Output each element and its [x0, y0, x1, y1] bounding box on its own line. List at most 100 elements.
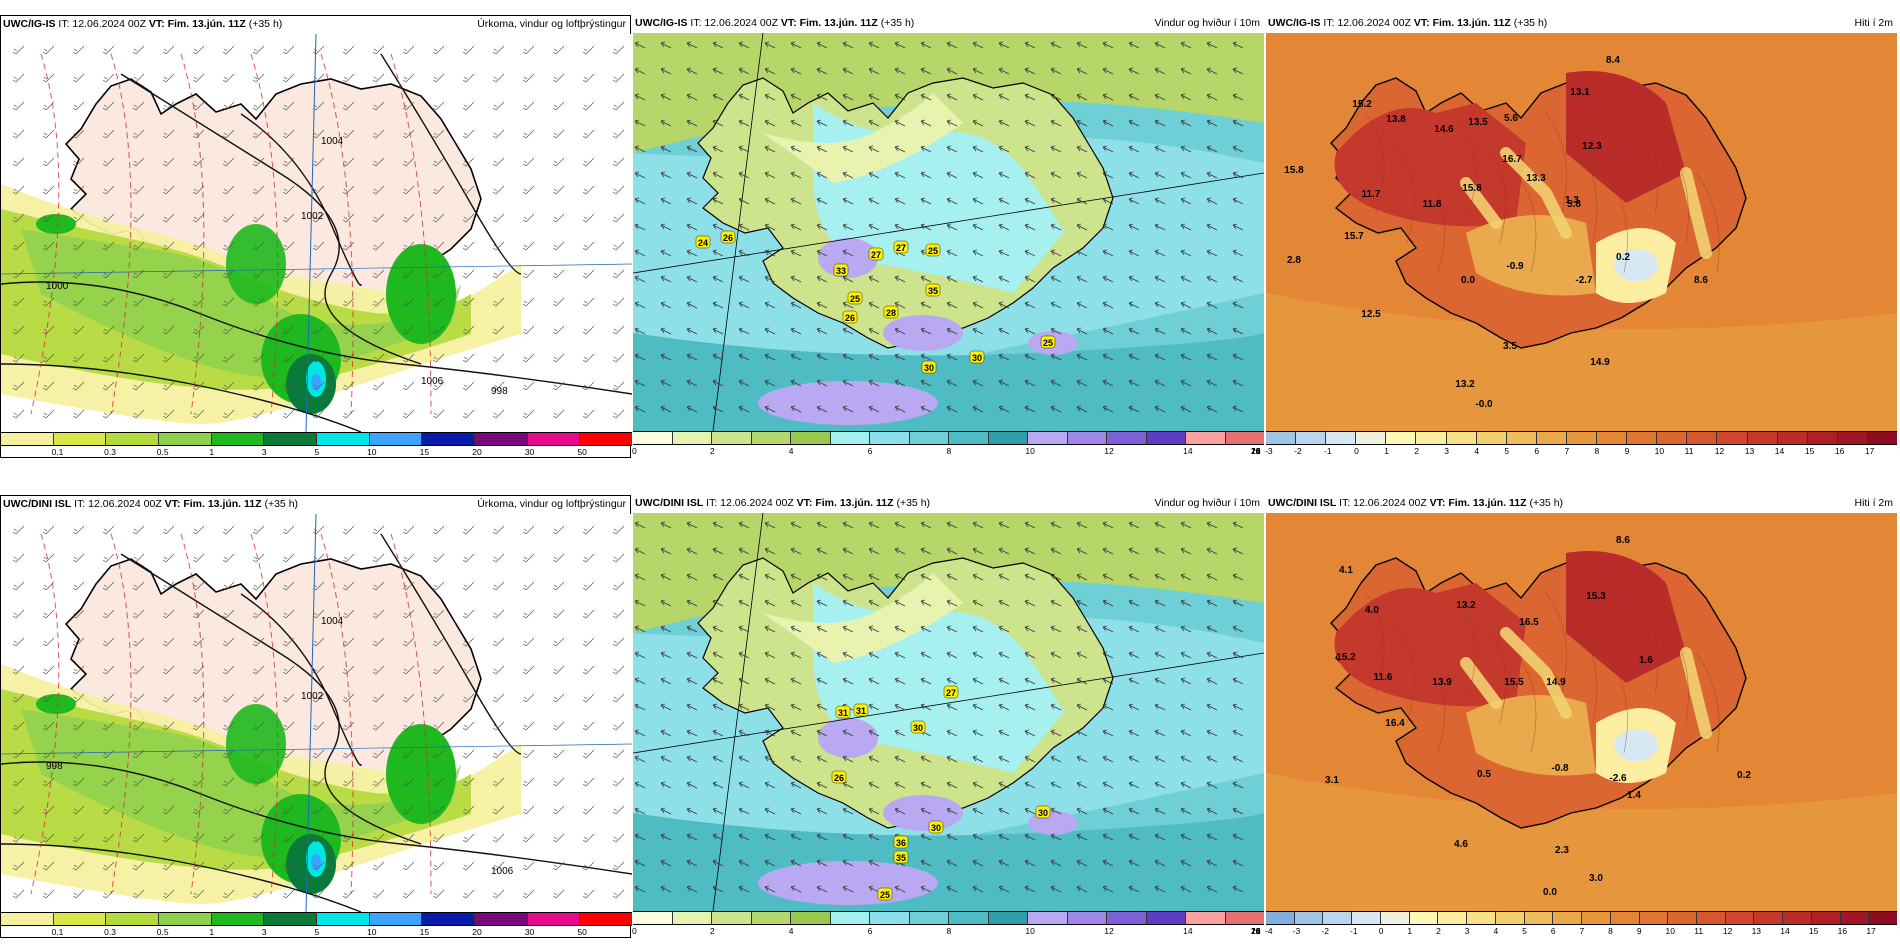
wind-barb: [402, 325, 415, 335]
wind-arrow: [868, 301, 880, 309]
wind-barb: [282, 409, 295, 419]
color-bar-ticks: -4 -3 -2 -1 0 1 2 3 4 5 6 7 8 9 10 11 12 13 14 15 16 17: [1265, 926, 1897, 938]
wind-arrow: [1128, 327, 1140, 335]
wind-arrow: [686, 197, 698, 205]
wind-barb: [582, 129, 595, 139]
wind-barb: [522, 325, 535, 335]
wind-barb: [312, 525, 325, 535]
wind-map: 31 31 27 30 26 36 30 35 25 30: [633, 513, 1264, 911]
wind-arrow: [1206, 521, 1218, 529]
wind-barb: [102, 833, 115, 843]
wind-barb: [462, 297, 475, 307]
color-swatch: [830, 432, 870, 444]
wind-barb: [552, 805, 565, 815]
valid-time: Fim. 13.jún. 11Z: [183, 498, 262, 510]
wind-arrow: [660, 405, 672, 413]
gust-label: 25: [877, 887, 893, 901]
wind-barb: [42, 665, 55, 675]
panel-header: UWC/DINI ISL IT: 12.06.2024 00Z VT: Fim.…: [633, 495, 1264, 512]
wind-arrow: [1076, 547, 1088, 555]
wind-arrow: [894, 223, 906, 231]
wind-arrow: [1102, 119, 1114, 127]
color-swatch: [369, 433, 423, 445]
wind-arrow: [1024, 807, 1036, 815]
wind-arrow: [946, 755, 958, 763]
wind-barb: [72, 381, 85, 391]
tick-label: 0.3: [104, 927, 116, 937]
wind-arrow: [842, 755, 854, 763]
valid-time: Fim. 13.jún. 11Z: [815, 497, 894, 509]
wind-barb: [132, 409, 145, 419]
wind-arrow: [946, 573, 958, 581]
wind-barb: [192, 889, 205, 899]
wind-barb: [612, 101, 625, 111]
wind-arrow: [738, 327, 750, 335]
wind-arrow: [1102, 67, 1114, 75]
wind-barb: [192, 665, 205, 675]
temperature-contour: [320, 53, 354, 415]
svg-text:33: 33: [836, 266, 846, 276]
temperature-contour: [180, 53, 205, 415]
wind-arrow: [1232, 275, 1244, 283]
wind-arrow: [660, 223, 672, 231]
wind-barb: [102, 381, 115, 391]
wind-arrow: [1024, 703, 1036, 711]
temp-value: 14.6: [1434, 124, 1454, 135]
wind-barb: [72, 581, 85, 591]
wind-barb: [72, 861, 85, 871]
wind-barb: [162, 805, 175, 815]
wind-barb: [462, 805, 475, 815]
tick-label: 4: [788, 926, 794, 936]
wind-arrow: [1232, 781, 1244, 789]
model-name: UWC/DINI ISL: [3, 498, 72, 510]
wind-barb: [42, 45, 55, 55]
wind-barb: [102, 297, 115, 307]
wind-barb: [222, 889, 235, 899]
wind-barb: [222, 213, 235, 223]
temp-value: 12.3: [1582, 141, 1602, 152]
wind-arrow: [1232, 547, 1244, 555]
wind-arrow: [790, 573, 802, 581]
wind-arrow: [816, 119, 828, 127]
wind-arrow: [1050, 405, 1062, 413]
wind-barb: [42, 581, 55, 591]
wind-barb: [372, 381, 385, 391]
wind-barb: [12, 185, 25, 195]
wind-arrow: [660, 781, 672, 789]
wind-arrow: [1076, 781, 1088, 789]
wind-arrow: [634, 547, 646, 555]
wind-arrow: [972, 573, 984, 581]
wind-barb: [402, 609, 415, 619]
tick-label: 1: [1407, 926, 1413, 936]
color-swatch: [1506, 432, 1537, 444]
wind-arrow: [894, 677, 906, 685]
color-swatch: [580, 433, 633, 445]
pressure-label: 1002: [301, 211, 324, 222]
wind-arrow: [1050, 677, 1062, 685]
wind-arrow: [1076, 521, 1088, 529]
wind-arrow: [972, 781, 984, 789]
temp-isotherm: [1635, 112, 1659, 214]
wind-arrow: [764, 171, 776, 179]
precip-core: [311, 374, 321, 390]
color-bar-ticks: 0.1 0.3 0.5 1 3 5 10 15 20 30 50: [1, 927, 632, 939]
wind-arrow: [972, 859, 984, 867]
wind-barb: [162, 45, 175, 55]
wind-barb: [282, 269, 295, 279]
wind-arrow: [790, 599, 802, 607]
wind-barb: [402, 833, 415, 843]
wind-arrow: [946, 301, 958, 309]
wind-arrow: [1076, 171, 1088, 179]
wind-arrow: [1024, 67, 1036, 75]
wind-arrow: [920, 521, 932, 529]
wind-barb: [192, 861, 205, 871]
wind-arrow: [1024, 755, 1036, 763]
wind-barb: [222, 609, 235, 619]
temp-field: [1566, 551, 1686, 683]
wind-barb: [612, 665, 625, 675]
wind-arrow: [1232, 677, 1244, 685]
wind-barb: [462, 777, 475, 787]
panel-header: UWC/IG-IS IT: 12.06.2024 00Z VT: Fim. 13…: [1266, 15, 1897, 32]
wind-arrow: [790, 67, 802, 75]
wind-barb: [72, 73, 85, 83]
